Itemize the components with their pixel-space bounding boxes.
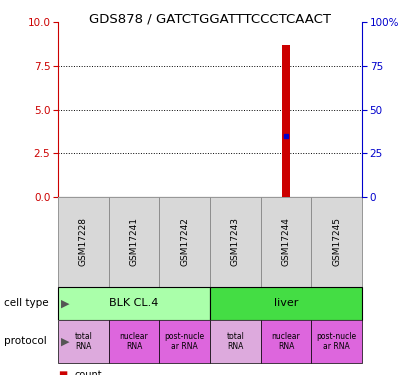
Bar xyxy=(109,320,159,363)
Text: ■: ■ xyxy=(58,370,67,375)
Text: ▶: ▶ xyxy=(61,298,69,309)
Text: total
RNA: total RNA xyxy=(226,332,244,351)
Text: nuclear
RNA: nuclear RNA xyxy=(272,332,300,351)
Bar xyxy=(261,320,311,363)
Text: GSM17228: GSM17228 xyxy=(79,217,88,267)
Text: GDS878 / GATCTGGATTTCCCTCAACT: GDS878 / GATCTGGATTTCCCTCAACT xyxy=(89,12,331,25)
Bar xyxy=(159,197,210,287)
Bar xyxy=(261,197,311,287)
Text: liver: liver xyxy=(274,298,298,309)
Bar xyxy=(210,287,362,320)
Text: BLK CL.4: BLK CL.4 xyxy=(109,298,159,309)
Text: GSM17244: GSM17244 xyxy=(281,217,291,266)
Bar xyxy=(58,197,109,287)
Bar xyxy=(210,320,261,363)
Bar xyxy=(58,320,109,363)
Text: post-nucle
ar RNA: post-nucle ar RNA xyxy=(165,332,205,351)
Bar xyxy=(311,197,362,287)
Bar xyxy=(282,45,290,197)
Text: nuclear
RNA: nuclear RNA xyxy=(120,332,148,351)
Text: GSM17241: GSM17241 xyxy=(129,217,139,267)
Text: GSM17243: GSM17243 xyxy=(231,217,240,267)
Text: GSM17245: GSM17245 xyxy=(332,217,341,267)
Bar xyxy=(210,197,261,287)
Bar xyxy=(109,197,159,287)
Text: protocol: protocol xyxy=(4,336,47,346)
Bar xyxy=(159,320,210,363)
Text: cell type: cell type xyxy=(4,298,49,309)
Text: post-nucle
ar RNA: post-nucle ar RNA xyxy=(317,332,357,351)
Text: total
RNA: total RNA xyxy=(74,332,92,351)
Text: count: count xyxy=(75,370,102,375)
Text: ▶: ▶ xyxy=(61,336,69,346)
Bar xyxy=(311,320,362,363)
Bar xyxy=(58,287,210,320)
Text: GSM17242: GSM17242 xyxy=(180,217,189,266)
